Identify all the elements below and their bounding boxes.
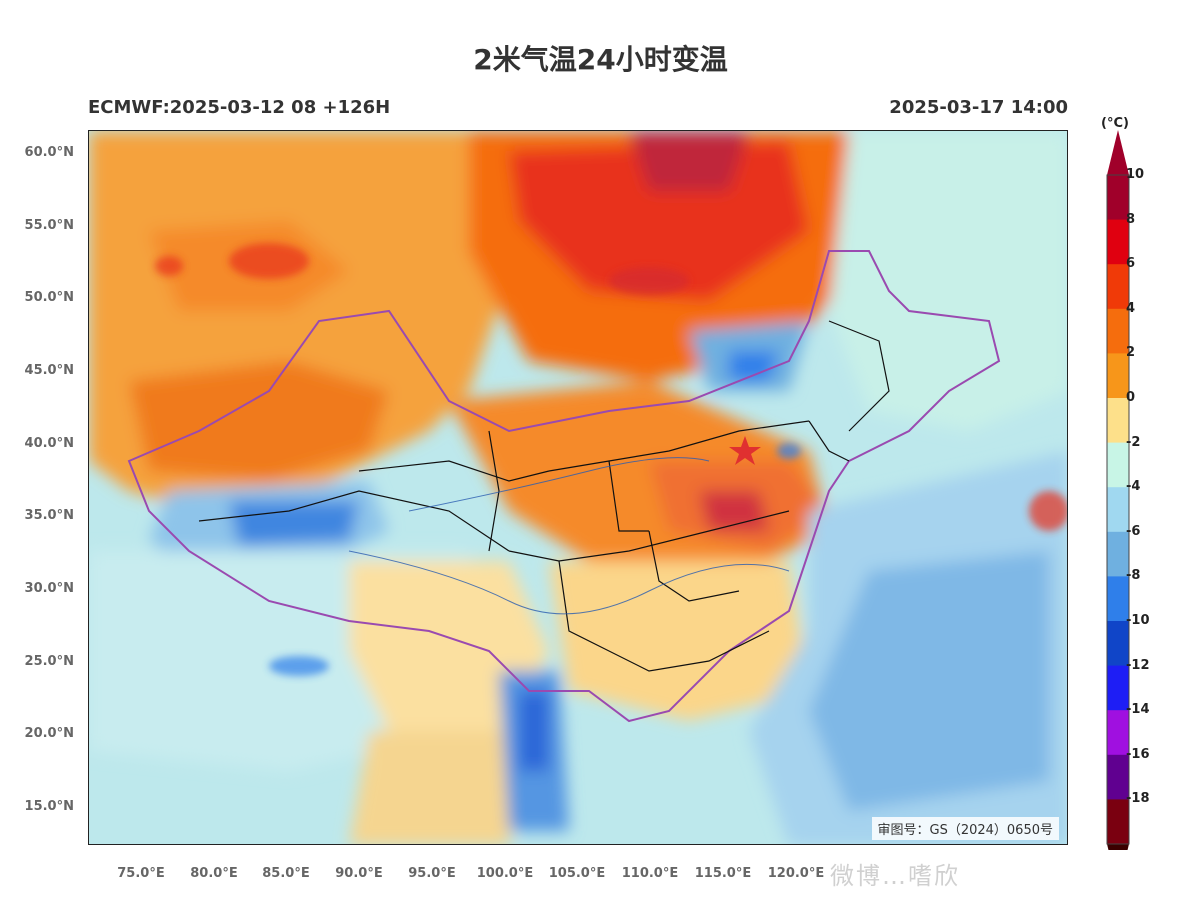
colorbar-outline: [1106, 174, 1130, 845]
colorbar-segment: [1107, 799, 1129, 845]
lon-tick: 75.0°E: [117, 866, 165, 881]
map-canvas: [89, 131, 1067, 844]
colorbar-label: -2: [1126, 434, 1141, 450]
lat-tick: 20.0°N: [24, 726, 74, 741]
lat-tick: 15.0°N: [24, 799, 74, 814]
colorbar-segment: [1107, 442, 1129, 488]
colorbar-segment: [1107, 621, 1129, 667]
colorbar-segment: [1107, 754, 1129, 800]
colorbar-segment: [1107, 308, 1129, 354]
temperature-change-map: 审图号：GS（2024）0650号: [88, 130, 1068, 845]
colorbar-segment: [1107, 264, 1129, 310]
lat-tick: 35.0°N: [24, 508, 74, 523]
temperature-field: [89, 131, 1067, 844]
colorbar-segment: [1107, 710, 1129, 756]
watermark: 微博…嗜欣: [830, 862, 960, 890]
lat-tick: 60.0°N: [24, 145, 74, 160]
colorbar-label: 0: [1126, 390, 1136, 405]
colorbar-segment: [1107, 487, 1129, 533]
rivers: [348, 457, 790, 615]
lat-tick: 30.0°N: [24, 581, 74, 596]
lon-tick: 95.0°E: [408, 866, 456, 881]
province-borders: [198, 320, 890, 672]
country-border: [127, 250, 1001, 723]
temperature-detail: [155, 243, 1067, 676]
lon-tick: 90.0°E: [335, 866, 383, 881]
colorbar-label: 6: [1126, 256, 1136, 272]
chart-title: 2米气温24小时变温: [473, 43, 728, 76]
colorbar-label: -4: [1126, 479, 1141, 495]
colorbar-bottom-arrow: [1107, 844, 1129, 850]
colorbar-label: 4: [1126, 300, 1136, 316]
capital-star-icon: [729, 436, 761, 465]
lon-tick: 110.0°E: [621, 866, 679, 881]
colorbar-segment: [1107, 531, 1129, 577]
colorbar-segment: [1107, 665, 1129, 711]
lon-tick: 85.0°E: [262, 866, 310, 881]
colorbar-label: -18: [1126, 791, 1150, 807]
colorbar-segment: [1107, 398, 1129, 444]
model-run-label: ECMWF:2025-03-12 08 +126H: [88, 97, 391, 118]
lon-tick: 120.0°E: [767, 866, 825, 881]
colorbar: [1106, 130, 1130, 850]
lat-tick: 50.0°N: [24, 290, 74, 305]
colorbar-segment: [1107, 219, 1129, 265]
lon-tick: 115.0°E: [694, 866, 752, 881]
colorbar-label: -14: [1126, 702, 1150, 718]
colorbar-label: -16: [1126, 746, 1150, 762]
colorbar-label: 2: [1126, 345, 1136, 361]
colorbar-label: -12: [1126, 657, 1150, 673]
colorbar-top-arrow: [1107, 130, 1129, 175]
valid-time-label: 2025-03-17 14:00: [889, 97, 1068, 118]
lon-tick: 105.0°E: [548, 866, 606, 881]
colorbar-label: 8: [1126, 211, 1136, 227]
colorbar-label: -8: [1126, 568, 1141, 584]
lat-tick: 25.0°N: [24, 654, 74, 669]
colorbar-segment: [1107, 576, 1129, 622]
lat-tick: 55.0°N: [24, 218, 74, 233]
colorbar-unit: (°C): [1101, 116, 1129, 131]
colorbar-label: -6: [1126, 523, 1141, 539]
colorbar-label: -10: [1126, 613, 1150, 628]
approval-stamp: 审图号：GS（2024）0650号: [871, 817, 1059, 840]
colorbar-label: 10: [1126, 167, 1145, 182]
lon-tick: 80.0°E: [190, 866, 238, 881]
colorbar-segment: [1107, 353, 1129, 399]
lat-tick: 45.0°N: [24, 363, 74, 378]
lon-tick: 100.0°E: [476, 866, 534, 881]
lat-tick: 40.0°N: [24, 436, 74, 451]
colorbar-segment: [1107, 175, 1129, 221]
